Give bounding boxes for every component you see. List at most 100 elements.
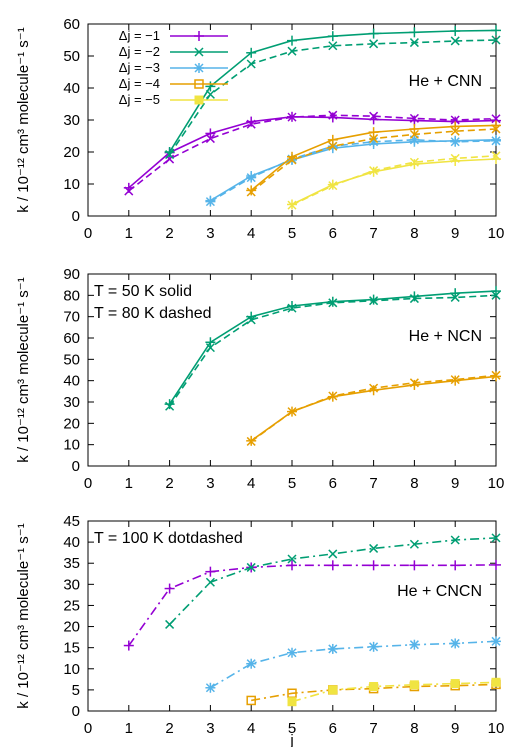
point-marker-d2 bbox=[450, 137, 460, 147]
point-marker-d2 bbox=[328, 549, 338, 559]
y-tick-label: 35 bbox=[63, 555, 80, 572]
data-point bbox=[205, 343, 215, 353]
data-point bbox=[409, 291, 420, 302]
point-marker-d2 bbox=[165, 619, 175, 629]
y-tick-label: 10 bbox=[63, 661, 80, 678]
data-point bbox=[450, 153, 460, 163]
point-marker-d2 bbox=[369, 137, 379, 147]
legend-marker-sq bbox=[194, 79, 204, 89]
data-point bbox=[368, 294, 379, 305]
data-point bbox=[287, 112, 297, 122]
y-tick-label: 90 bbox=[63, 266, 80, 283]
point-marker-sq bbox=[369, 682, 379, 692]
x-tick-label: 8 bbox=[410, 720, 418, 737]
point-marker-d2 bbox=[369, 134, 379, 144]
data-point bbox=[450, 126, 460, 136]
x-tick-label: 7 bbox=[369, 225, 377, 242]
x-tick-label: 0 bbox=[84, 475, 92, 492]
series-3 bbox=[205, 636, 501, 693]
y-tick-label: 70 bbox=[63, 309, 80, 326]
data-point bbox=[369, 383, 379, 393]
data-point bbox=[205, 134, 215, 144]
data-point bbox=[205, 682, 216, 693]
point-marker-d2 bbox=[450, 375, 460, 385]
legend-marker-sq bbox=[194, 95, 204, 105]
point-marker-d2 bbox=[409, 38, 419, 48]
legend-label: Δj = −1 bbox=[119, 28, 160, 43]
data-point bbox=[205, 577, 215, 587]
x-tick-label: 0 bbox=[84, 720, 92, 737]
series-10 bbox=[287, 151, 501, 210]
data-point bbox=[165, 619, 175, 629]
data-point bbox=[328, 391, 338, 401]
temperature-note: T = 100 K dotdashed bbox=[94, 530, 243, 547]
data-point bbox=[205, 566, 216, 577]
data-point bbox=[409, 159, 420, 170]
series-2 bbox=[165, 533, 501, 629]
point-marker-d2 bbox=[287, 200, 297, 210]
x-tick-label: 9 bbox=[451, 720, 459, 737]
series-line bbox=[291, 681, 497, 703]
x-tick-label: 10 bbox=[488, 225, 505, 242]
point-marker-d2 bbox=[369, 39, 379, 49]
point-marker-d2 bbox=[205, 577, 215, 587]
point-marker-d2 bbox=[369, 543, 379, 553]
point-marker-sq bbox=[246, 695, 256, 706]
series-line bbox=[169, 537, 497, 625]
point-marker-d2 bbox=[491, 136, 501, 146]
series-line bbox=[168, 29, 497, 153]
legend: Δj = −1Δj = −2Δj = −3Δj = −4Δj = −5 bbox=[119, 28, 228, 107]
point-marker-d2 bbox=[409, 539, 419, 549]
series-line bbox=[291, 158, 497, 206]
series-line bbox=[128, 564, 497, 647]
point-marker-d2 bbox=[246, 562, 256, 572]
y-axis-label: k / 10⁻¹² cm³ molecule⁻¹ s⁻¹ bbox=[15, 523, 32, 708]
y-tick-label: 20 bbox=[63, 415, 80, 432]
series-line bbox=[128, 114, 497, 192]
data-point bbox=[328, 685, 338, 695]
data-point bbox=[450, 560, 461, 571]
y-tick-label: 40 bbox=[63, 534, 80, 551]
data-point bbox=[246, 658, 257, 669]
data-point bbox=[450, 121, 461, 132]
data-point bbox=[409, 560, 420, 571]
point-marker-d2 bbox=[328, 181, 338, 191]
y-tick-label: 25 bbox=[63, 597, 80, 614]
y-tick-label: 80 bbox=[63, 287, 80, 304]
panel-1: 0 1 2 3 4 5 6 7 8 9 10 0 10 20 30 40 50 60 k / 10⁻¹² cm³ m… bbox=[15, 16, 504, 242]
point-marker-d2 bbox=[409, 294, 419, 304]
legend-label: Δj = −3 bbox=[119, 60, 160, 75]
x-tick-label: 8 bbox=[410, 475, 418, 492]
data-point bbox=[123, 640, 134, 651]
y-tick-label: 30 bbox=[63, 112, 80, 129]
x-tick-label: 5 bbox=[288, 225, 296, 242]
data-point bbox=[369, 39, 379, 49]
x-tick-label: 1 bbox=[125, 225, 133, 242]
point-marker-d2 bbox=[246, 659, 256, 669]
data-point bbox=[287, 560, 297, 571]
series-9 bbox=[287, 154, 501, 210]
point-marker-d2 bbox=[287, 155, 297, 165]
point-marker-sq bbox=[450, 679, 460, 689]
x-tick-label: 2 bbox=[165, 720, 173, 737]
point-marker-d2 bbox=[328, 141, 338, 151]
data-point bbox=[205, 128, 216, 139]
point-marker-d2 bbox=[450, 638, 460, 648]
point-marker-sq bbox=[409, 680, 419, 690]
point-marker-d2 bbox=[491, 124, 501, 134]
data-point bbox=[287, 301, 297, 311]
point-marker-d2 bbox=[287, 554, 297, 564]
data-point bbox=[368, 641, 379, 652]
x-tick-label: 1 bbox=[125, 720, 133, 737]
y-tick-label: 30 bbox=[63, 394, 80, 411]
point-marker-d2 bbox=[205, 683, 215, 693]
data-point bbox=[409, 113, 419, 123]
series-1 bbox=[123, 559, 501, 651]
data-point bbox=[368, 127, 379, 138]
legend-marker-d2 bbox=[194, 47, 204, 57]
legend-marker-d2 bbox=[194, 63, 204, 73]
y-tick-label: 10 bbox=[63, 437, 80, 454]
data-point bbox=[369, 111, 379, 121]
data-point bbox=[287, 155, 297, 165]
data-point bbox=[369, 134, 379, 144]
